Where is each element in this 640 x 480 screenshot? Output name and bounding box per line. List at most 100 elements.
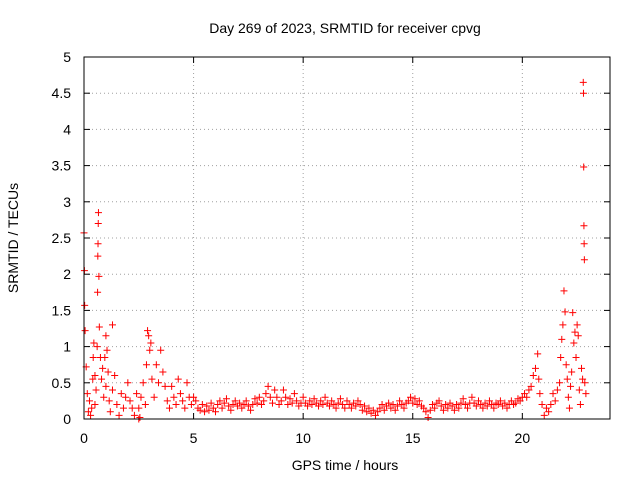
data-point	[535, 376, 542, 383]
data-point	[534, 350, 541, 357]
data-point	[148, 376, 155, 383]
data-point	[557, 354, 564, 361]
data-point	[95, 240, 102, 247]
data-point	[563, 361, 570, 368]
data-point	[565, 394, 572, 401]
data-point	[86, 397, 93, 404]
data-point	[168, 383, 175, 390]
data-point	[166, 405, 173, 412]
data-point	[95, 220, 102, 227]
y-tick-label: 4.5	[52, 85, 72, 101]
data-point	[135, 405, 142, 412]
data-point	[556, 379, 563, 386]
data-point	[576, 387, 583, 394]
y-tick-label: 0.5	[52, 375, 72, 391]
data-point	[118, 390, 125, 397]
data-point	[111, 372, 118, 379]
data-point	[554, 387, 561, 394]
data-point	[88, 405, 95, 412]
x-axis-label: GPS time / hours	[292, 457, 399, 473]
y-tick-labels: 0 0.5 1 1.5 2 2.5 3 3.5 4 4.5 5	[52, 49, 72, 427]
data-point	[101, 354, 108, 361]
data-point	[96, 324, 103, 331]
data-point	[94, 343, 101, 350]
y-axis-label: SRMTID / TECUs	[5, 183, 21, 293]
data-point	[558, 336, 565, 343]
data-point	[142, 401, 149, 408]
x-tick-label: 15	[405, 430, 421, 446]
data-point	[582, 390, 589, 397]
data-point	[536, 390, 543, 397]
data-point	[265, 383, 272, 390]
data-point	[560, 287, 567, 294]
srmtid-chart: 0 5 10 15 20 00.511.522.533.544.55 Day 269 o…	[0, 0, 640, 480]
data-point	[127, 397, 134, 404]
data-point	[568, 368, 575, 375]
data-point	[184, 379, 191, 386]
y-tick-label: 1	[63, 339, 71, 355]
data-point	[575, 332, 582, 339]
data-point	[91, 401, 98, 408]
data-point	[570, 339, 577, 346]
data-point	[113, 401, 120, 408]
data-point	[271, 387, 278, 394]
y-tick-label: 3.5	[52, 158, 72, 174]
data-point	[164, 397, 171, 404]
data-point	[82, 327, 89, 334]
data-point	[153, 361, 160, 368]
data-point	[566, 405, 573, 412]
data-point	[102, 332, 109, 339]
y-tick-label: 4	[63, 121, 71, 137]
data-point	[94, 289, 101, 296]
data-point	[564, 376, 571, 383]
axis-ticks	[84, 57, 610, 419]
data-point	[580, 79, 587, 86]
data-point	[140, 379, 147, 386]
data-point	[95, 209, 102, 216]
grid-lines	[84, 57, 610, 419]
data-point	[569, 309, 576, 316]
data-point	[571, 329, 578, 336]
data-point	[291, 390, 298, 397]
data-point	[145, 332, 152, 339]
data-point	[282, 394, 289, 401]
data-point	[175, 376, 182, 383]
data-point	[567, 383, 574, 390]
data-point	[541, 412, 548, 419]
data-point	[93, 387, 100, 394]
data-point	[573, 354, 580, 361]
x-tick-label: 5	[190, 430, 198, 446]
data-point	[99, 365, 106, 372]
data-point	[90, 354, 97, 361]
plot-frame	[84, 57, 610, 419]
data-point	[133, 390, 140, 397]
data-point	[143, 361, 150, 368]
data-point	[81, 302, 88, 309]
data-point	[559, 321, 566, 328]
data-point	[98, 376, 105, 383]
data-point	[107, 408, 114, 415]
data-point	[159, 368, 166, 375]
data-point	[157, 347, 164, 354]
x-tick-label: 20	[515, 430, 531, 446]
data-point	[550, 390, 557, 397]
x-tick-label: 10	[295, 430, 311, 446]
data-point	[580, 90, 587, 97]
data-point	[109, 387, 116, 394]
y-tick-label: 2.5	[52, 230, 72, 246]
data-point	[177, 390, 184, 397]
y-tick-label: 0	[63, 411, 71, 427]
data-point	[100, 394, 107, 401]
data-point	[170, 394, 177, 401]
data-point	[578, 365, 585, 372]
data-point	[109, 321, 116, 328]
data-point	[116, 412, 123, 419]
data-point	[580, 164, 587, 171]
data-point	[581, 240, 588, 247]
data-point	[547, 401, 554, 408]
data-point	[532, 365, 539, 372]
data-point	[552, 397, 559, 404]
data-point	[280, 387, 287, 394]
data-point	[181, 405, 188, 412]
data-point	[574, 321, 581, 328]
